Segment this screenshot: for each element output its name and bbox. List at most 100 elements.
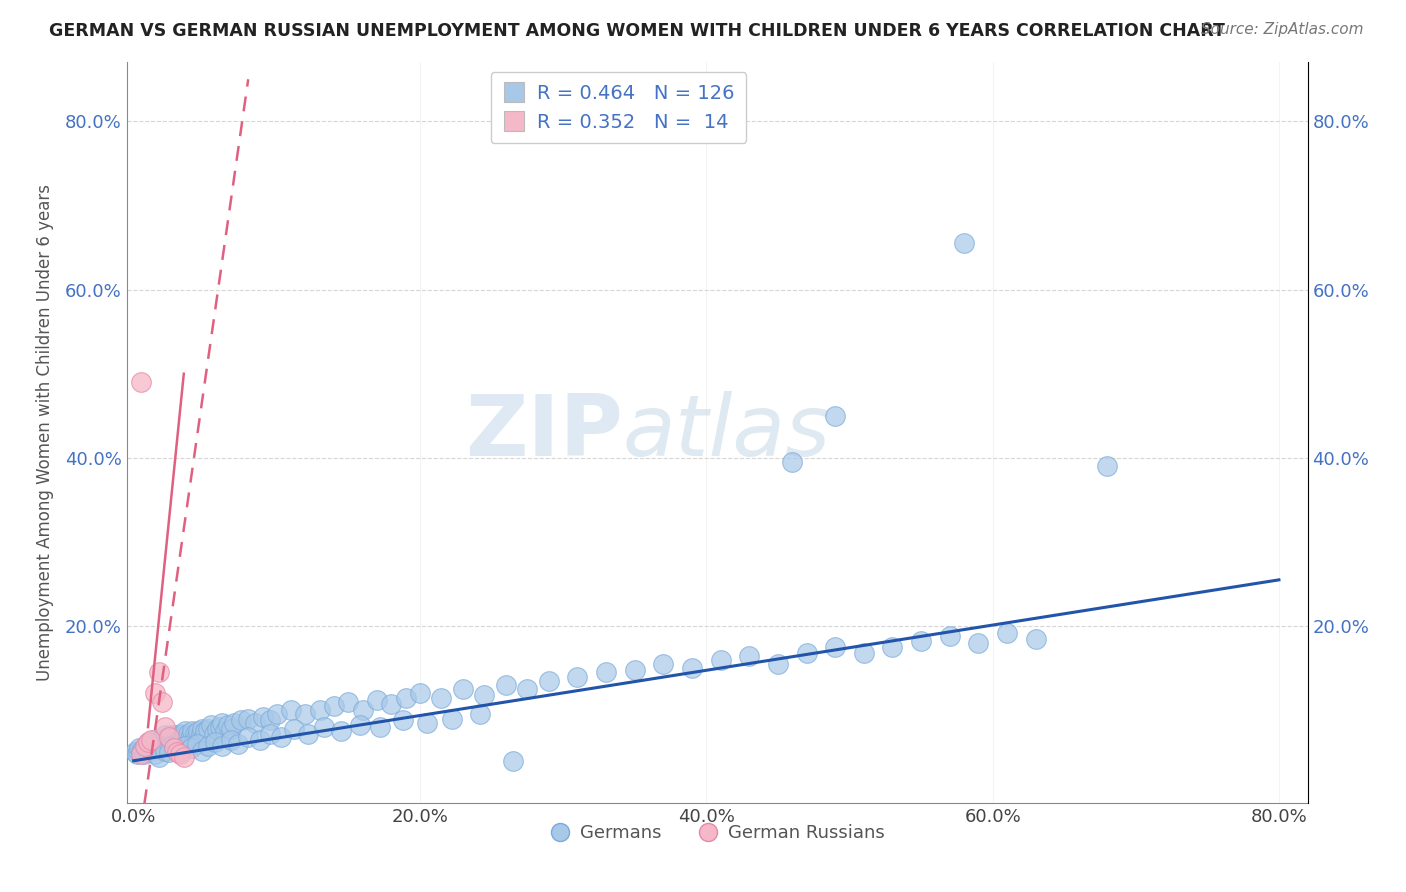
Point xyxy=(162,737,184,751)
Point xyxy=(219,722,242,736)
Text: ZIP: ZIP xyxy=(465,391,623,475)
Point xyxy=(180,729,202,743)
Point xyxy=(129,747,152,761)
Point xyxy=(169,747,191,761)
Point xyxy=(153,720,176,734)
Point xyxy=(738,648,761,663)
Point xyxy=(222,715,245,730)
Point xyxy=(153,744,176,758)
Point xyxy=(157,730,180,744)
Point xyxy=(142,732,165,747)
Point xyxy=(181,724,204,739)
Text: GERMAN VS GERMAN RUSSIAN UNEMPLOYMENT AMONG WOMEN WITH CHILDREN UNDER 6 YEARS CO: GERMAN VS GERMAN RUSSIAN UNEMPLOYMENT AM… xyxy=(49,22,1225,40)
Point xyxy=(995,625,1018,640)
Point xyxy=(159,730,181,744)
Point xyxy=(217,718,239,732)
Point xyxy=(131,743,153,757)
Point xyxy=(314,720,336,734)
Point xyxy=(170,727,193,741)
Point xyxy=(136,741,159,756)
Point xyxy=(167,735,190,749)
Point xyxy=(226,737,249,751)
Point xyxy=(824,409,846,423)
Point xyxy=(352,703,374,717)
Point xyxy=(681,661,703,675)
Point xyxy=(139,732,162,747)
Point xyxy=(1025,632,1047,646)
Point xyxy=(882,640,904,655)
Point xyxy=(204,735,226,749)
Point xyxy=(143,747,166,761)
Point xyxy=(141,737,163,751)
Point xyxy=(159,732,181,747)
Point xyxy=(139,743,162,757)
Point xyxy=(169,731,191,745)
Point xyxy=(297,727,319,741)
Point xyxy=(183,732,205,747)
Point xyxy=(259,727,281,741)
Point xyxy=(495,678,517,692)
Legend: Germans, German Russians: Germans, German Russians xyxy=(541,817,893,849)
Text: Source: ZipAtlas.com: Source: ZipAtlas.com xyxy=(1201,22,1364,37)
Point xyxy=(200,718,222,732)
Point xyxy=(280,703,302,717)
Point xyxy=(205,722,228,736)
Point xyxy=(190,727,212,741)
Point xyxy=(197,722,219,736)
Point xyxy=(910,634,932,648)
Point xyxy=(652,657,675,671)
Point xyxy=(468,707,491,722)
Point xyxy=(270,730,292,744)
Point xyxy=(143,686,166,700)
Point xyxy=(266,707,288,722)
Point xyxy=(323,699,346,714)
Point xyxy=(145,735,167,749)
Point xyxy=(623,663,645,677)
Point xyxy=(1095,459,1118,474)
Point xyxy=(156,737,179,751)
Point xyxy=(245,715,267,730)
Point xyxy=(143,739,166,753)
Point xyxy=(146,741,169,756)
Point xyxy=(163,741,186,756)
Point xyxy=(852,646,875,660)
Point xyxy=(166,729,188,743)
Point xyxy=(392,714,415,728)
Point xyxy=(337,695,360,709)
Point xyxy=(127,744,149,758)
Point xyxy=(174,724,197,739)
Point xyxy=(780,455,803,469)
Point xyxy=(380,697,402,711)
Point xyxy=(166,745,188,759)
Point xyxy=(132,747,155,761)
Point xyxy=(430,690,453,705)
Point xyxy=(169,745,191,759)
Point xyxy=(176,732,198,747)
Point xyxy=(160,729,183,743)
Point xyxy=(172,732,194,747)
Point xyxy=(451,682,474,697)
Point xyxy=(440,712,463,726)
Point xyxy=(191,744,214,758)
Point xyxy=(197,739,219,753)
Point xyxy=(252,710,274,724)
Point xyxy=(188,732,211,747)
Point xyxy=(163,741,186,756)
Point xyxy=(177,727,200,741)
Point xyxy=(180,741,202,756)
Point xyxy=(129,745,152,759)
Point xyxy=(134,741,156,756)
Point xyxy=(208,720,231,734)
Point xyxy=(502,754,524,768)
Point xyxy=(148,749,170,764)
Point xyxy=(824,640,846,655)
Point xyxy=(796,646,818,660)
Point xyxy=(148,665,170,680)
Point xyxy=(283,722,305,736)
Point xyxy=(238,730,260,744)
Point xyxy=(211,739,233,753)
Point xyxy=(149,732,172,747)
Point xyxy=(173,729,195,743)
Point xyxy=(537,673,560,688)
Point xyxy=(229,714,252,728)
